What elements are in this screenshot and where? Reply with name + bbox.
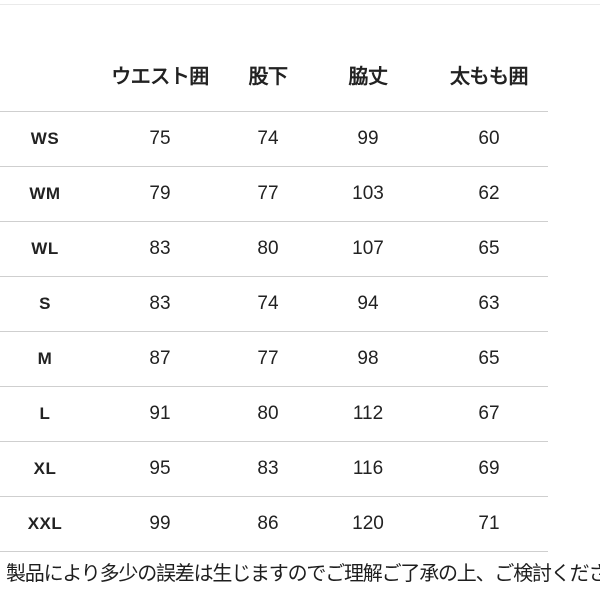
cell-value: 65: [430, 221, 548, 277]
column-header-inseam: 股下: [230, 0, 306, 112]
cell-value: 103: [306, 166, 430, 222]
cell-value: 74: [230, 276, 306, 332]
cell-value: 77: [230, 331, 306, 387]
size-label: WS: [0, 111, 90, 167]
cell-value: 112: [306, 386, 430, 442]
cell-value: 63: [430, 276, 548, 332]
cell-value: 79: [90, 166, 230, 222]
cell-value: 83: [90, 221, 230, 277]
cell-value: 83: [230, 441, 306, 497]
column-header-waist: ウエスト囲: [90, 0, 230, 112]
table-row: WL 83 80 107 65: [0, 221, 548, 277]
tolerance-disclaimer-note: 製品により多少の誤差は生じますのでご理解ご了承の上、ご検討ください。: [6, 563, 600, 585]
table-row: L 91 80 112 67: [0, 386, 548, 442]
size-label: WM: [0, 166, 90, 222]
size-label: XXL: [0, 496, 90, 552]
table-row: S 83 74 94 63: [0, 276, 548, 332]
size-label: M: [0, 331, 90, 387]
cell-value: 75: [90, 111, 230, 167]
cell-value: 71: [430, 496, 548, 552]
cell-value: 86: [230, 496, 306, 552]
table-row: XL 95 83 116 69: [0, 441, 548, 497]
size-chart-table: ウエスト囲 股下 脇丈 太もも囲 WS 75 74 99 60 WM 79 77…: [0, 0, 548, 552]
size-label: S: [0, 276, 90, 332]
cell-value: 91: [90, 386, 230, 442]
cell-value: 94: [306, 276, 430, 332]
cell-value: 67: [430, 386, 548, 442]
size-label: L: [0, 386, 90, 442]
table-row: WS 75 74 99 60: [0, 111, 548, 167]
cell-value: 60: [430, 111, 548, 167]
cell-value: 107: [306, 221, 430, 277]
table-row: M 87 77 98 65: [0, 331, 548, 387]
cell-value: 99: [90, 496, 230, 552]
cell-value: 62: [430, 166, 548, 222]
cell-value: 98: [306, 331, 430, 387]
cell-value: 65: [430, 331, 548, 387]
size-label: XL: [0, 441, 90, 497]
size-label: WL: [0, 221, 90, 277]
cell-value: 80: [230, 386, 306, 442]
column-header-thigh: 太もも囲: [430, 0, 548, 112]
corner-cell: [0, 0, 90, 112]
cell-value: 87: [90, 331, 230, 387]
header-row: ウエスト囲 股下 脇丈 太もも囲: [0, 0, 548, 112]
cell-value: 69: [430, 441, 548, 497]
table-row: WM 79 77 103 62: [0, 166, 548, 222]
cell-value: 80: [230, 221, 306, 277]
cell-value: 74: [230, 111, 306, 167]
cell-value: 83: [90, 276, 230, 332]
column-header-side-length: 脇丈: [306, 0, 430, 112]
cell-value: 99: [306, 111, 430, 167]
cell-value: 120: [306, 496, 430, 552]
table-row: XXL 99 86 120 71: [0, 496, 548, 552]
cell-value: 77: [230, 166, 306, 222]
cell-value: 95: [90, 441, 230, 497]
cell-value: 116: [306, 441, 430, 497]
